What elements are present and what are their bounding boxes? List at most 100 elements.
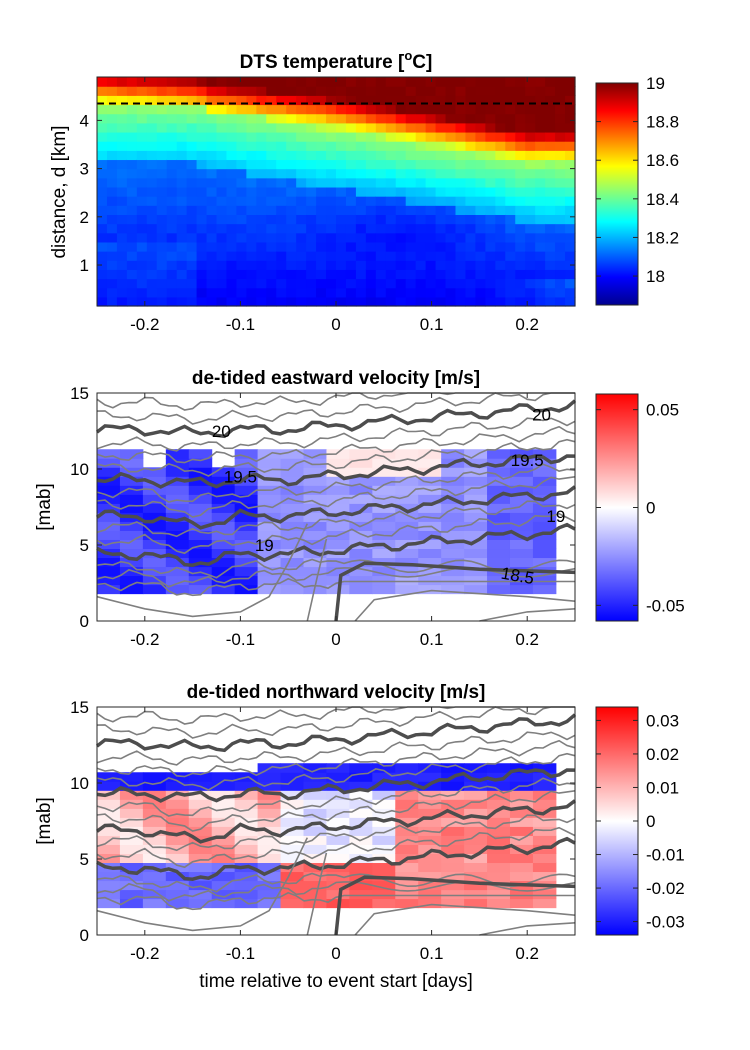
- heatmap-cell: [296, 186, 307, 197]
- heatmap-cell: [316, 287, 327, 298]
- velocity-cell: [464, 449, 488, 459]
- heatmap-cell: [226, 113, 238, 124]
- heatmap-cell: [186, 251, 198, 261]
- heatmap-cell: [515, 296, 526, 307]
- velocity-cell: [418, 458, 442, 468]
- heatmap-cell: [415, 186, 427, 197]
- velocity-cell: [487, 772, 511, 782]
- heatmap-cell: [435, 196, 447, 206]
- heatmap-cell: [316, 251, 327, 261]
- velocity-cell: [532, 584, 557, 595]
- velocity-cell: [97, 449, 121, 459]
- heatmap-cell: [465, 113, 477, 124]
- velocity-cell: [418, 494, 442, 504]
- heatmap-cell: [485, 260, 496, 270]
- heatmap-cell: [355, 186, 367, 197]
- velocity-cell: [280, 835, 304, 845]
- heatmap-cell: [106, 104, 118, 115]
- heatmap-cell: [475, 241, 486, 252]
- heatmap-cell: [375, 241, 387, 252]
- y-tick-label: 2: [80, 208, 89, 227]
- velocity-cell: [234, 853, 259, 864]
- contour-label: 19: [255, 536, 274, 555]
- velocity-cell: [372, 575, 396, 586]
- velocity-cell: [165, 458, 190, 468]
- heatmap-cell: [176, 177, 188, 188]
- heatmap-cell: [405, 95, 417, 106]
- heatmap-cell: [435, 186, 447, 197]
- heatmap-cell: [186, 214, 198, 225]
- colorbar-tick-label: 18: [646, 267, 665, 286]
- velocity-cell: [372, 485, 396, 495]
- velocity-cell: [326, 566, 350, 577]
- isotherm-line: [95, 485, 577, 530]
- heatmap-cell: [206, 214, 218, 225]
- velocity-cell: [211, 539, 236, 550]
- velocity-cell: [188, 575, 213, 586]
- velocity-cell: [487, 548, 511, 559]
- velocity-cell: [119, 458, 144, 468]
- heatmap-cell: [196, 269, 208, 280]
- heatmap-cell: [465, 214, 477, 225]
- heatmap-cell: [256, 205, 267, 215]
- heatmap-cell: [535, 131, 546, 142]
- velocity-cell: [532, 763, 557, 773]
- heatmap-cell: [555, 214, 566, 225]
- heatmap-cell: [206, 287, 218, 298]
- heatmap-cell: [495, 186, 506, 197]
- panel1-x-ticks: -0.2 -0.1 0 0.1 0.2: [130, 77, 539, 334]
- heatmap-cell: [97, 260, 108, 270]
- heatmap-cell: [326, 278, 337, 289]
- heatmap-cell: [565, 232, 576, 243]
- heatmap-cell: [276, 205, 287, 215]
- heatmap-cell: [515, 241, 526, 252]
- heatmap-cell: [266, 186, 277, 197]
- velocity-cell: [119, 584, 144, 595]
- velocity-cell: [326, 476, 350, 486]
- heatmap-cell: [176, 260, 188, 270]
- velocity-cell: [509, 584, 534, 595]
- heatmap-cell: [296, 232, 307, 243]
- heatmap-cell: [535, 186, 546, 197]
- heatmap-cell: [236, 196, 247, 206]
- velocity-cell: [165, 566, 190, 577]
- velocity-cell: [142, 557, 167, 568]
- velocity-cell: [464, 485, 488, 495]
- heatmap-cell: [345, 131, 357, 142]
- heatmap-cell: [545, 122, 556, 133]
- heatmap-cell: [485, 113, 496, 124]
- heatmap-cell: [545, 223, 556, 234]
- velocity-cell: [532, 458, 557, 468]
- heatmap-cell: [306, 269, 317, 280]
- heatmap-cell: [306, 122, 317, 133]
- heatmap-cell: [336, 196, 347, 206]
- heatmap-cell: [216, 122, 228, 133]
- heatmap-cell: [136, 131, 148, 142]
- heatmap-cell: [136, 278, 148, 289]
- heatmap-cell: [435, 131, 447, 142]
- heatmap-cell: [445, 141, 457, 151]
- heatmap-cell: [355, 86, 367, 96]
- velocity-cell: [395, 557, 419, 568]
- heatmap-cell: [106, 186, 118, 197]
- heatmap-cell: [166, 122, 178, 133]
- heatmap-cell: [286, 196, 297, 206]
- heatmap-cell: [535, 141, 546, 151]
- heatmap-cell: [555, 104, 566, 115]
- heatmap-cell: [515, 186, 526, 197]
- velocity-cell: [280, 584, 304, 595]
- heatmap-cell: [545, 141, 556, 151]
- heatmap-cell: [216, 196, 228, 206]
- velocity-cell: [165, 557, 190, 568]
- isotherm-line: [96, 752, 576, 791]
- heatmap-cell: [106, 278, 118, 289]
- heatmap-cell: [445, 168, 457, 179]
- heatmap-cell: [186, 86, 198, 96]
- heatmap-cell: [316, 86, 327, 96]
- heatmap-cell: [246, 177, 257, 188]
- heatmap-cell: [385, 113, 397, 124]
- velocity-cell: [372, 889, 396, 900]
- heatmap-cell: [535, 287, 546, 298]
- velocity-cell: [326, 781, 350, 791]
